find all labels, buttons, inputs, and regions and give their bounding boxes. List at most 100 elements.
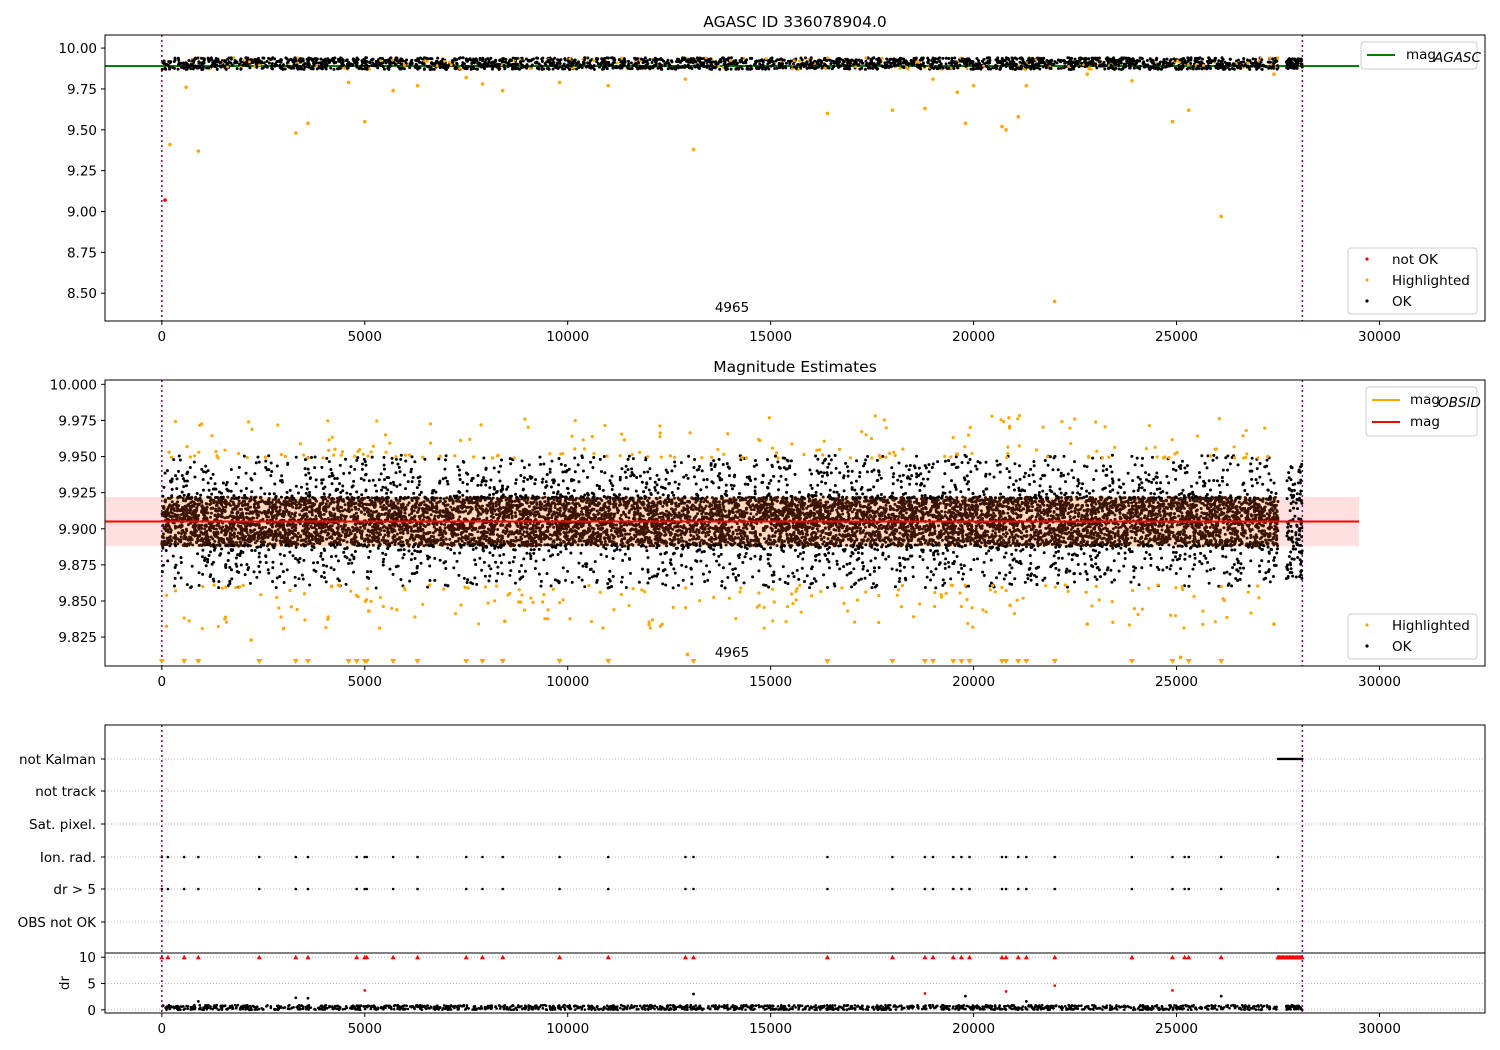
ok-core-point [526,523,530,527]
ok-point [819,59,823,63]
ok-point [981,59,985,63]
ok-point [1042,56,1046,60]
ok-point [788,62,792,66]
ok-point [636,66,640,70]
ok-point [597,65,601,69]
ok-point [577,66,581,70]
ok-core-point [558,506,562,510]
ok-point [1230,66,1234,70]
ok-point [1087,66,1091,70]
ok-point [349,64,353,68]
ok-point [953,63,957,67]
ok-point [640,65,644,69]
ok-point [370,63,374,67]
ok-point [418,66,422,70]
ok-point [1091,57,1095,61]
ok-point [734,59,738,63]
ok-point [1021,60,1025,64]
ok-point [396,65,400,69]
ok-point [1271,57,1275,61]
ok-core-point [1059,496,1063,500]
ok-point [1181,65,1185,69]
ok-point [398,59,402,63]
ok-point [315,57,319,61]
ok-point [761,65,765,69]
ok-point [551,67,555,71]
ok-point [1189,62,1193,66]
ok-point [414,63,418,67]
ok-point [821,65,825,69]
ok-point [254,62,258,66]
series-point [1085,72,1090,77]
ok-point [1104,64,1108,68]
series-point [196,149,201,153]
ok-point [1290,66,1294,70]
ok-core-point [749,512,753,516]
ok-point [1035,66,1039,70]
legend-label: not OK [1392,252,1439,268]
ok-point [926,61,930,65]
ok-point [583,58,587,62]
ok-point [173,56,177,60]
ok-point [364,56,368,60]
ok-point [473,61,477,65]
ok-point [973,67,977,71]
ok-point [1153,66,1157,70]
legend-marker [1365,299,1369,303]
ok-point [356,58,360,62]
ok-point [355,65,359,69]
ok-point [450,59,454,63]
ok-point [965,59,969,63]
series-point [464,75,469,80]
agasc-panel: AGASC ID 336078904.0 0 5000 10000 15000 2000… [58,13,1486,345]
ok-point [858,60,862,64]
ok-point [975,56,979,60]
series-point [480,82,485,86]
ok-point [172,59,176,63]
y-tick-label: 9.00 [67,205,97,221]
ok-point [311,57,315,61]
ok-point [468,57,472,61]
legend-subscript: AGASC [1433,50,1482,66]
ok-point [633,56,637,60]
ok-point [1255,67,1259,71]
ok-point [846,61,850,65]
ok-point [307,57,311,61]
ok-point [1209,59,1213,63]
series-point [1130,78,1134,83]
ok-point [952,60,956,64]
ok-point [364,62,368,66]
ok-point [842,60,846,64]
ok-point [757,66,761,70]
ok-point [247,60,251,64]
ok-point [207,66,211,70]
ok-point [805,66,809,70]
ok-point [478,62,482,66]
ok-point [436,56,440,60]
ok-point [1253,65,1257,69]
ok-point [237,62,241,66]
ok-point [643,65,647,69]
ok-point [1019,67,1023,71]
ok-point [718,59,722,63]
ok-point [163,67,167,71]
ok-core-point [852,507,856,511]
ok-point [248,66,252,70]
ok-point [1086,57,1090,61]
y-tick-label: 8.50 [67,286,97,302]
ok-point [542,67,546,71]
series-point [184,85,188,90]
ok-point [1260,67,1264,71]
ok-point [440,61,444,65]
ok-point [797,59,801,63]
ok-point [488,64,492,68]
ok-point [311,67,315,71]
ok-point [709,60,713,64]
ok-point [325,64,329,68]
ok-point [1046,62,1050,66]
ok-point [1117,63,1121,67]
ok-point [1275,64,1279,68]
ok-point [921,63,925,67]
ok-point [1134,62,1138,66]
ok-point [902,66,906,70]
